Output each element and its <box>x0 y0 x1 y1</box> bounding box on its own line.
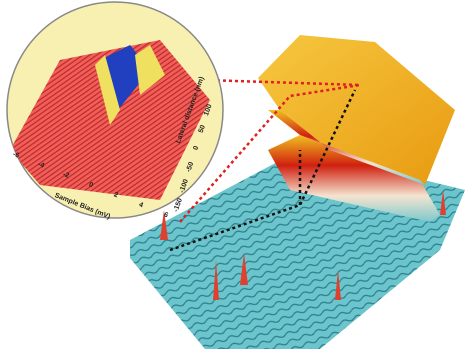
y-tick-label: -100 <box>179 178 190 194</box>
x-tick-label: 0 <box>88 181 94 189</box>
y-tick-label: 50 <box>198 124 207 134</box>
x-tick-label: 2 <box>113 191 119 199</box>
x-tick-label: -4 <box>37 161 45 170</box>
y-tick-label: 100 <box>203 103 214 116</box>
inset: Sample Bias (mV) Lateral distance (nm) <box>6 1 224 221</box>
x-tick-label: 4 <box>138 201 144 209</box>
surface <box>130 35 465 349</box>
x-tick-label: -2 <box>62 171 70 180</box>
y-tick-label: 0 <box>192 145 200 151</box>
guide-lines <box>169 78 361 252</box>
x-tick-label: 6 <box>163 211 169 219</box>
y-tick-label: -150 <box>173 197 184 213</box>
x-tick-label: -6 <box>12 151 20 160</box>
y-tick-label: -50 <box>185 161 195 173</box>
